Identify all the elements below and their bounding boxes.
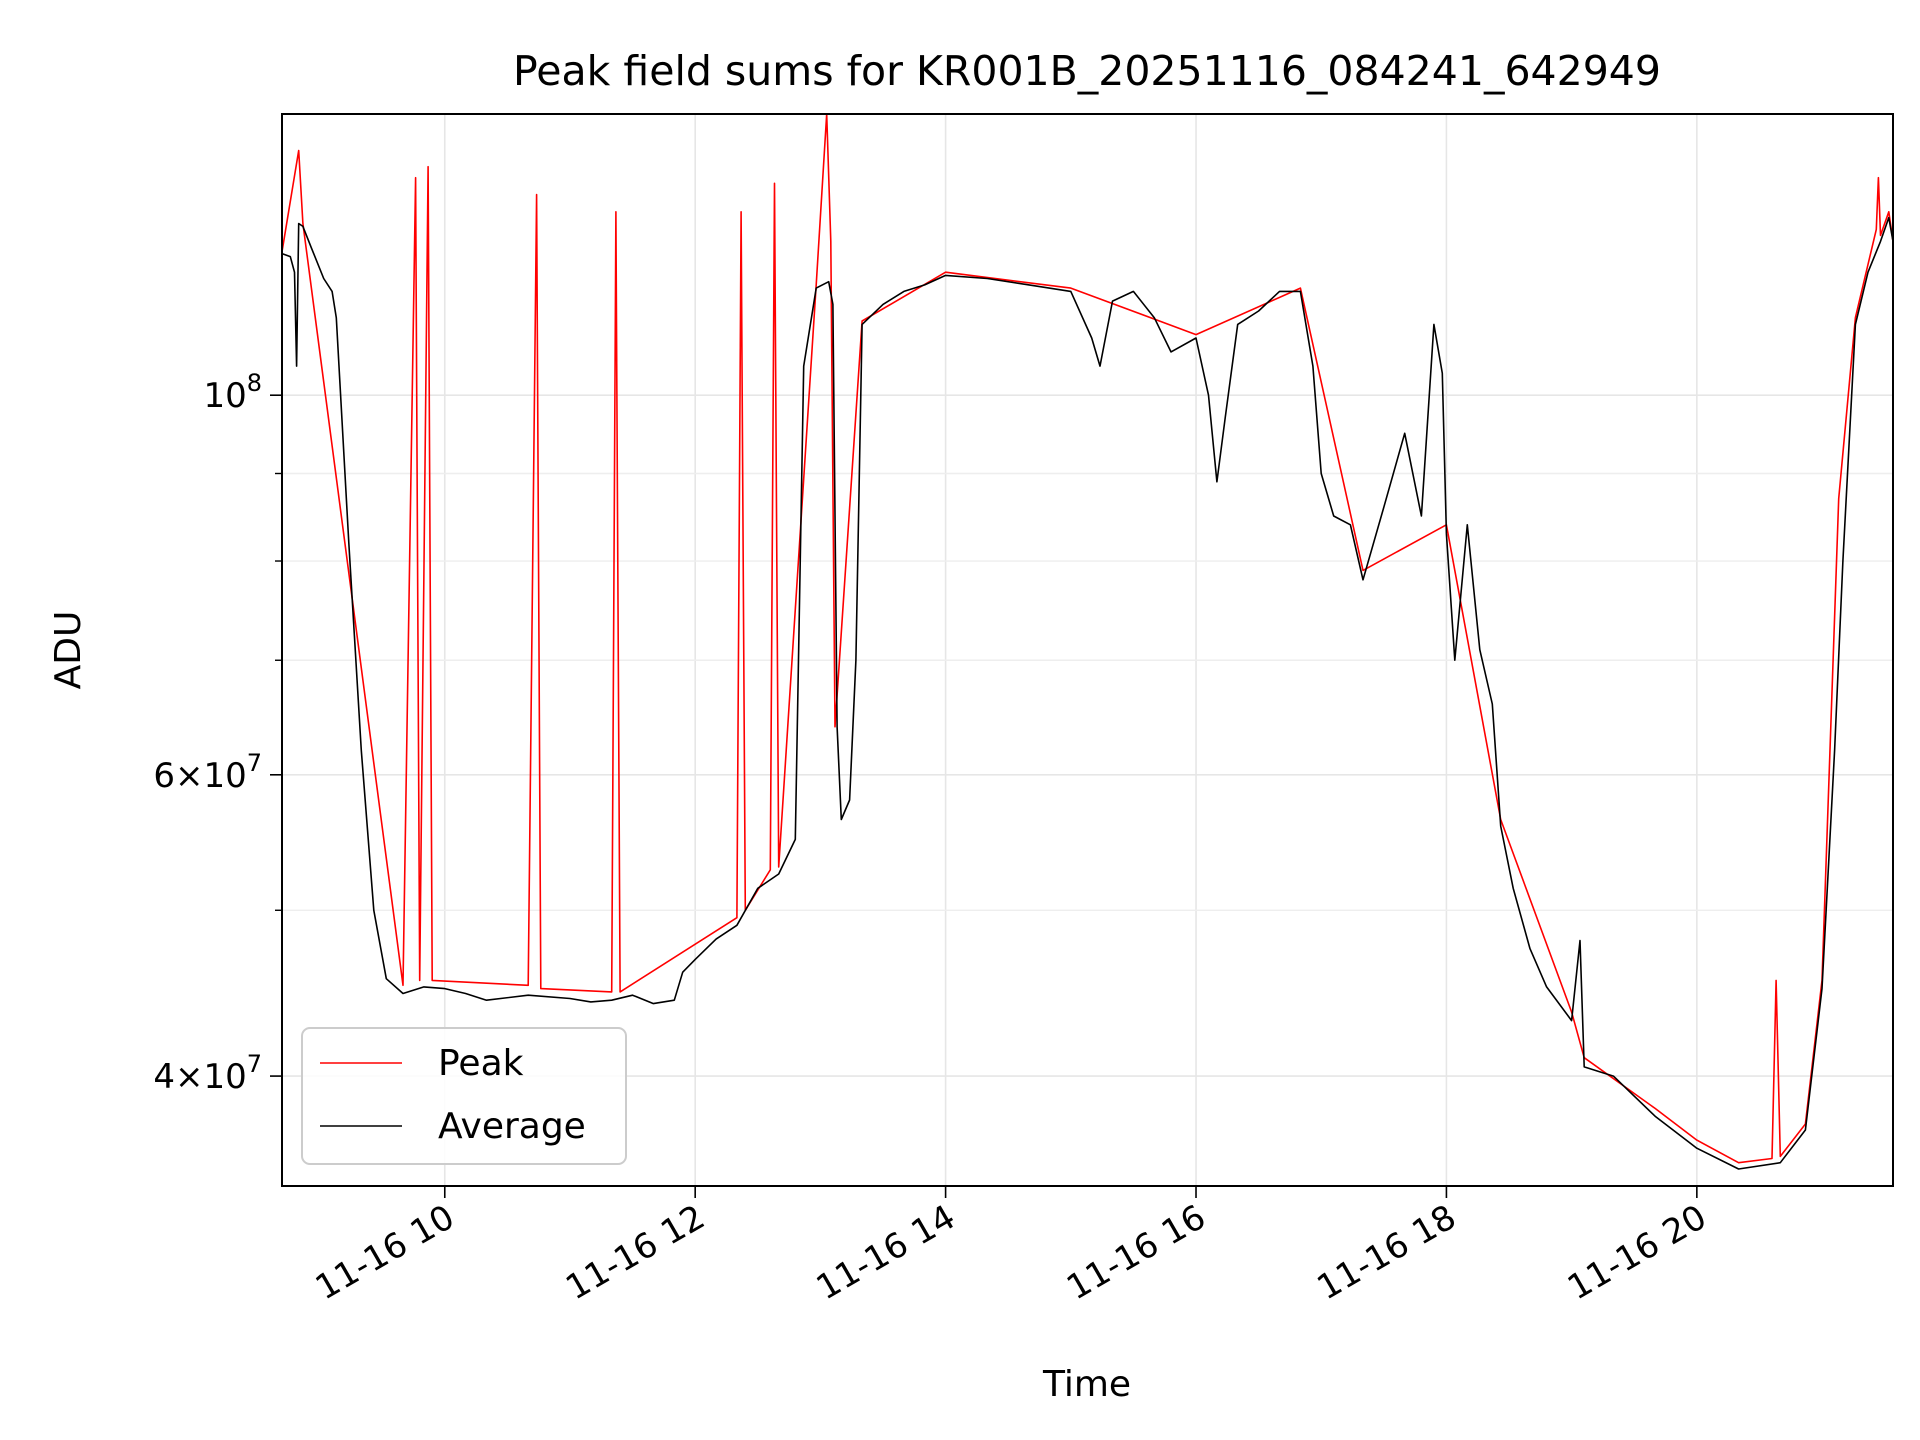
legend-label-average: Average	[438, 1106, 586, 1147]
x-tick-label: 11-16 14	[810, 1197, 962, 1308]
x-axis: 11-16 10 11-16 12 11-16 14 11-16 16 11-16 18…	[309, 1186, 1713, 1308]
x-tick-label: 11-16 10	[309, 1197, 461, 1308]
legend-box	[301, 1027, 627, 1165]
x-tick-label: 11-16 18	[1311, 1197, 1463, 1308]
series-line-peak	[281, 113, 1894, 1164]
legend-label-peak: Peak	[438, 1043, 524, 1084]
y-axis-label: ADU	[48, 611, 89, 690]
x-tick-label: 11-16 16	[1060, 1197, 1212, 1308]
series-layer	[281, 113, 1894, 1170]
x-tick-label: 11-16 20	[1561, 1197, 1713, 1308]
plot-frame	[281, 113, 1894, 1187]
x-axis-label: Time	[1042, 1364, 1131, 1405]
x-tick-label: 11-16 12	[559, 1197, 711, 1308]
y-tick-label: 4×107	[153, 1050, 262, 1097]
chart-title: Peak field sums for KR001B_20251116_0842…	[513, 47, 1661, 95]
grid	[282, 114, 1893, 1186]
y-tick-label: 108	[203, 369, 262, 416]
y-axis: 4×107 6×107 108	[153, 369, 282, 1097]
y-tick-label: 6×107	[153, 749, 262, 796]
series-line-average	[281, 216, 1894, 1170]
legend: Peak Average	[301, 1027, 627, 1165]
